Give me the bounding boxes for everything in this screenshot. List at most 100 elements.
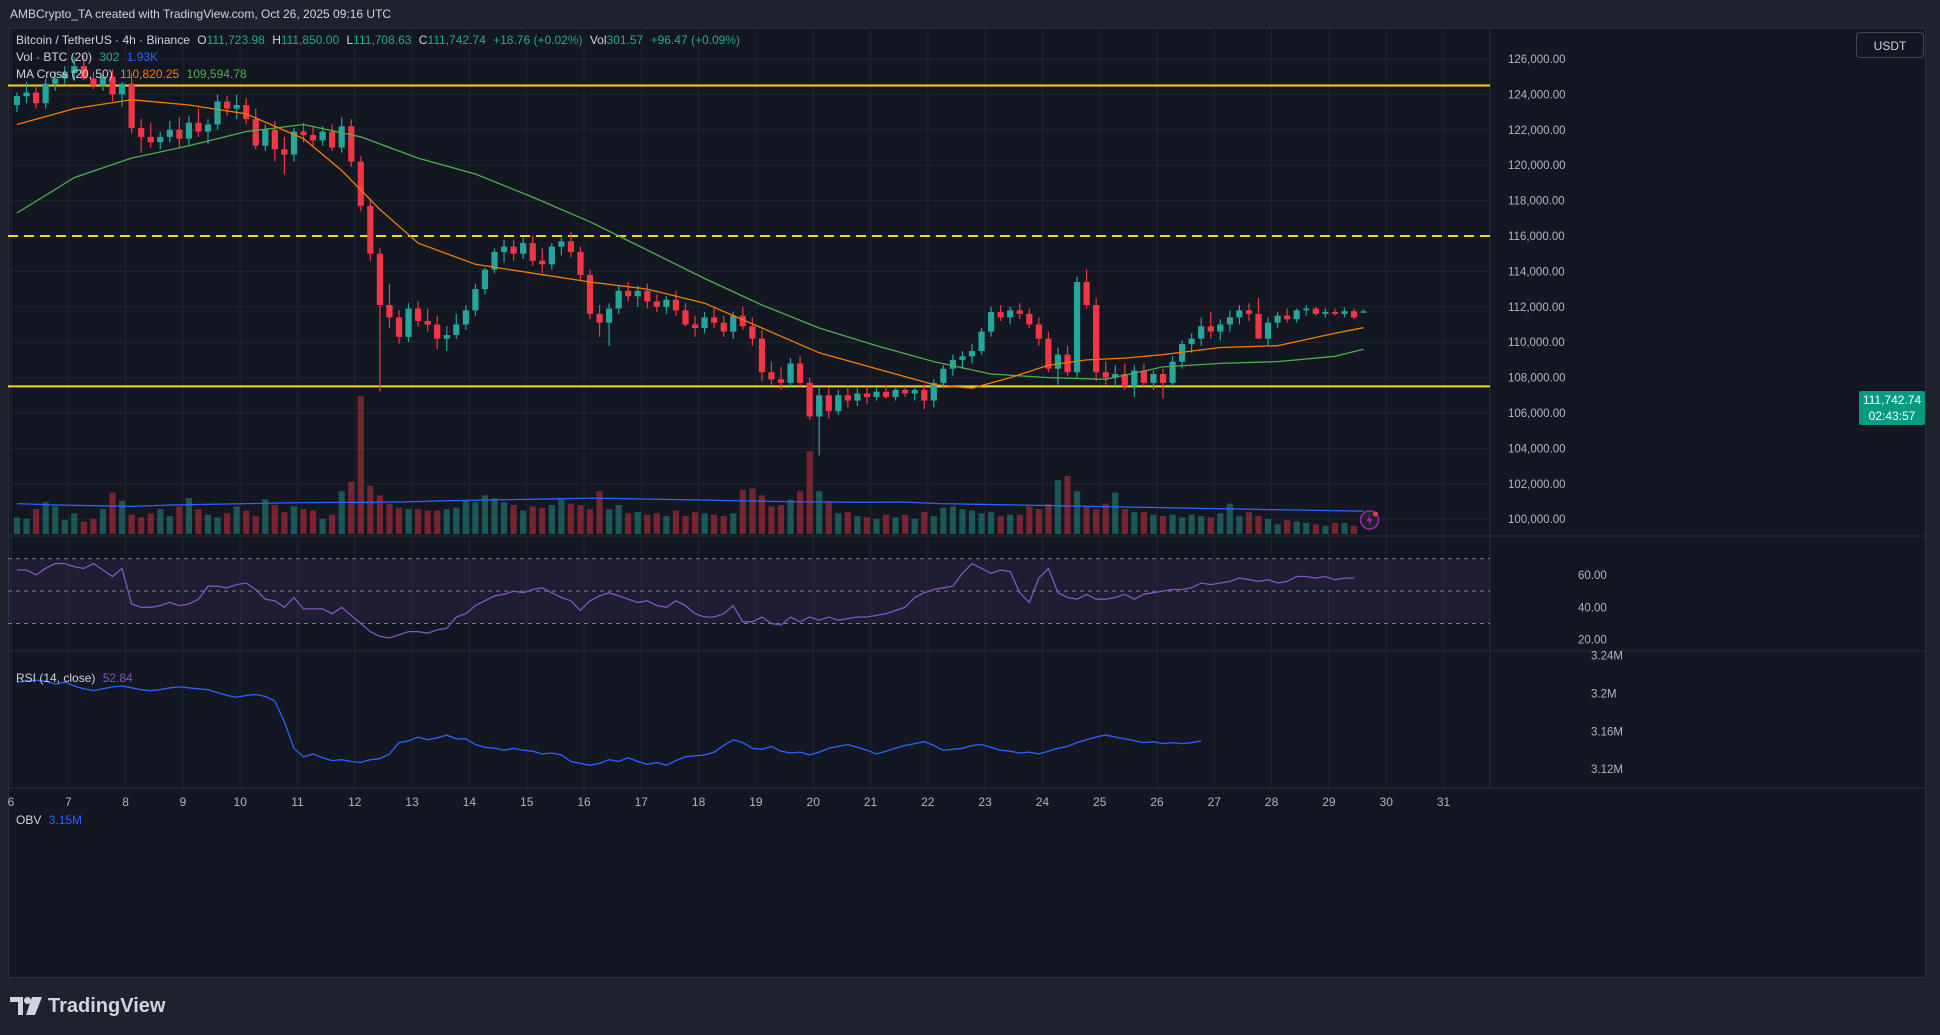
ma50-legend-value: 109,594.78	[186, 67, 247, 81]
candle-body	[462, 310, 469, 325]
tradingview-logo[interactable]: TradingView	[10, 992, 165, 1020]
price-axis-tick: 118,000.00	[1508, 196, 1565, 208]
candle-body	[1007, 310, 1014, 318]
rsi-axis-tick: 20.00	[1578, 635, 1607, 647]
candle-body	[777, 379, 785, 383]
rsi-legend[interactable]: RSI (14, close) 52.84	[16, 670, 137, 687]
candle-body	[319, 131, 326, 141]
volume-bar	[911, 518, 918, 534]
ohlc-open-label: O	[197, 33, 207, 47]
candle-body	[806, 382, 813, 417]
candle-body	[1064, 354, 1071, 373]
time-axis-tick: 16	[577, 795, 591, 809]
volume-bar	[854, 516, 861, 534]
candle-body	[443, 335, 450, 339]
volume-legend[interactable]: Vol · BTC (20) 302 1.93K	[16, 49, 162, 66]
volume-bar	[395, 507, 403, 534]
volume-bar	[902, 514, 909, 534]
candle-body	[395, 317, 403, 337]
candle-body	[882, 391, 890, 398]
volume-bar	[405, 509, 412, 534]
candle-body	[1121, 374, 1128, 387]
volume-bar	[1284, 520, 1291, 534]
volume-bar	[672, 510, 680, 534]
ohlc-low: 111,708.63	[353, 33, 412, 47]
volume-bar	[529, 506, 536, 534]
volume-bar	[204, 514, 212, 534]
lightning-bolt-shape	[1366, 514, 1373, 526]
currency-button[interactable]: USDT	[1856, 32, 1924, 58]
time-axis-tick: 9	[180, 795, 187, 809]
volume-bar	[128, 514, 135, 534]
volume-bar	[61, 520, 68, 534]
candle-body	[873, 391, 880, 398]
volume-bar	[376, 495, 383, 534]
candle-body	[844, 395, 851, 401]
volume-bar	[424, 510, 431, 534]
volume-bar	[1293, 521, 1300, 534]
candle-body	[491, 251, 498, 270]
candle-body	[33, 92, 40, 104]
candle-body	[1217, 324, 1224, 332]
candle-body	[1264, 322, 1272, 339]
volume-bar	[252, 516, 259, 534]
volume-bar	[195, 509, 202, 534]
candle-body	[1360, 311, 1367, 313]
candle-body	[902, 389, 909, 394]
volume-bar	[1188, 514, 1195, 534]
volume-bar	[1064, 476, 1071, 534]
candle-body	[1236, 310, 1243, 318]
ma-cross-legend[interactable]: MA Cross (20, 50) 110,820.25 109,594.78	[16, 66, 251, 83]
ma50-line	[16, 123, 1364, 380]
candle-body	[711, 317, 718, 323]
candle-body	[52, 78, 59, 84]
volume-bar	[1226, 503, 1233, 534]
candle-body	[997, 312, 1004, 318]
candle-body	[300, 131, 307, 136]
candle-body	[290, 131, 298, 155]
price-axis-tick: 114,000.00	[1508, 266, 1565, 278]
obv-legend[interactable]: OBV 3.15M	[16, 812, 86, 829]
candle-body	[1026, 313, 1033, 325]
time-axis-tick: 15	[520, 795, 534, 809]
candle-body	[606, 308, 613, 323]
candle-body	[577, 251, 584, 275]
time-axis-tick: 20	[807, 795, 821, 809]
volume-bar	[157, 509, 164, 534]
volume-bar	[80, 521, 87, 534]
ohlc-vol-change: +96.47 (+0.09%)	[650, 33, 740, 47]
candle-body	[1102, 372, 1109, 378]
volume-bar	[1217, 513, 1224, 534]
chart-canvas[interactable]: 60.00 40.00 20.00 3.24M 3.2M 3.16M 3.12M 126,00…	[8, 28, 1926, 978]
candle-body	[586, 274, 594, 314]
candle-body	[90, 78, 97, 86]
time-axis-tick: 23	[978, 795, 992, 809]
ohlc-change: +18.76 (+0.02%)	[493, 33, 583, 47]
volume-bar	[634, 511, 641, 534]
volume-bar	[462, 500, 469, 534]
candle-body	[691, 324, 699, 329]
price-axis-tick: 126,000.00	[1508, 54, 1566, 66]
volume-bar	[1274, 524, 1281, 534]
volume-bar	[33, 509, 40, 534]
volume-bar	[749, 488, 756, 534]
price-axis-tick: 124,000.00	[1508, 89, 1566, 101]
volume-bar	[586, 509, 594, 534]
volume-bar	[997, 516, 1004, 534]
volume-bar	[720, 516, 727, 534]
volume-bar	[290, 506, 298, 534]
candle-body	[625, 290, 632, 297]
price-axis-tick: 122,000.00	[1508, 125, 1566, 137]
candle-body	[558, 241, 565, 247]
volume-bar	[959, 509, 966, 534]
candle-body	[204, 124, 212, 132]
candle-body	[663, 299, 670, 307]
candle-body	[959, 356, 966, 360]
volume-bar	[300, 509, 307, 534]
volume-ma-legend-value: 1.93K	[126, 50, 159, 64]
candle-body	[539, 260, 546, 265]
ohlc-low-label: L	[346, 33, 354, 47]
volume-bar	[567, 503, 574, 534]
volume-bar	[797, 491, 804, 534]
candle-body	[243, 105, 250, 120]
